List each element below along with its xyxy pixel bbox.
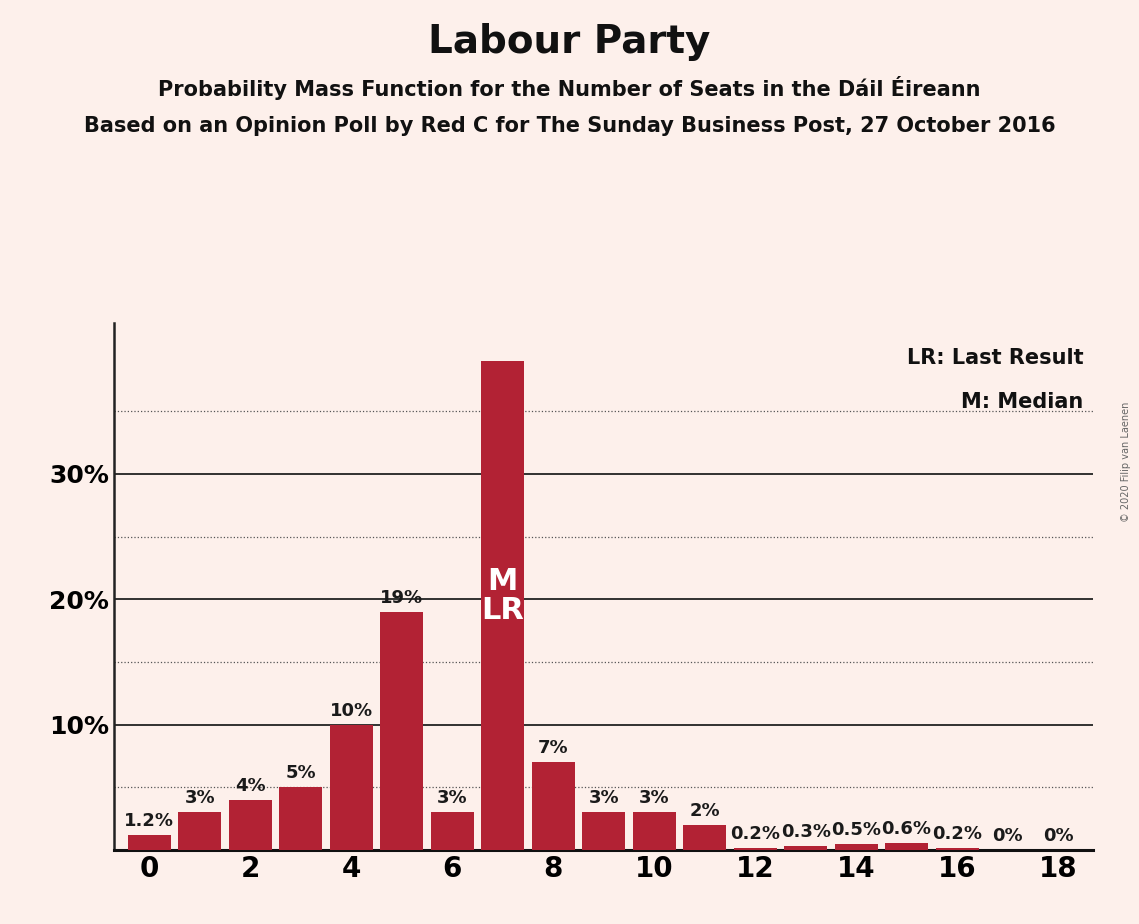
Text: Probability Mass Function for the Number of Seats in the Dáil Éireann: Probability Mass Function for the Number… [158, 76, 981, 100]
Text: 7%: 7% [538, 739, 568, 758]
Text: 0.2%: 0.2% [932, 824, 982, 843]
Bar [229, 800, 272, 850]
Text: 1.2%: 1.2% [124, 812, 174, 830]
Bar [128, 835, 171, 850]
Text: 10%: 10% [329, 701, 372, 720]
Text: 3%: 3% [185, 789, 215, 808]
Bar [279, 787, 322, 850]
Text: © 2020 Filip van Laenen: © 2020 Filip van Laenen [1121, 402, 1131, 522]
Bar [482, 361, 524, 850]
Text: 3%: 3% [437, 789, 467, 808]
Text: 2%: 2% [689, 802, 720, 820]
Text: 0%: 0% [1043, 827, 1073, 845]
Text: 0.5%: 0.5% [831, 821, 882, 839]
Bar [582, 812, 625, 850]
Text: Based on an Opinion Poll by Red C for The Sunday Business Post, 27 October 2016: Based on an Opinion Poll by Red C for Th… [83, 116, 1056, 136]
Bar [632, 812, 675, 850]
Text: 5%: 5% [286, 764, 316, 783]
Bar [330, 724, 372, 850]
Text: Labour Party: Labour Party [428, 23, 711, 61]
Text: LR: Last Result: LR: Last Result [907, 348, 1083, 369]
Bar [179, 812, 221, 850]
Text: 0%: 0% [992, 827, 1023, 845]
Bar [885, 843, 928, 850]
Text: 19%: 19% [380, 589, 424, 607]
Bar [532, 762, 575, 850]
Bar [784, 846, 827, 850]
Bar [431, 812, 474, 850]
Bar [734, 847, 777, 850]
Bar [380, 612, 424, 850]
Bar [835, 844, 877, 850]
Text: M
LR: M LR [482, 566, 524, 625]
Text: 0.3%: 0.3% [780, 823, 830, 841]
Text: 3%: 3% [589, 789, 618, 808]
Text: 4%: 4% [235, 777, 265, 795]
Text: 3%: 3% [639, 789, 670, 808]
Bar [935, 847, 978, 850]
Text: M: Median: M: Median [961, 393, 1083, 412]
Text: 0.2%: 0.2% [730, 824, 780, 843]
Bar [683, 825, 727, 850]
Text: 0.6%: 0.6% [882, 820, 932, 837]
